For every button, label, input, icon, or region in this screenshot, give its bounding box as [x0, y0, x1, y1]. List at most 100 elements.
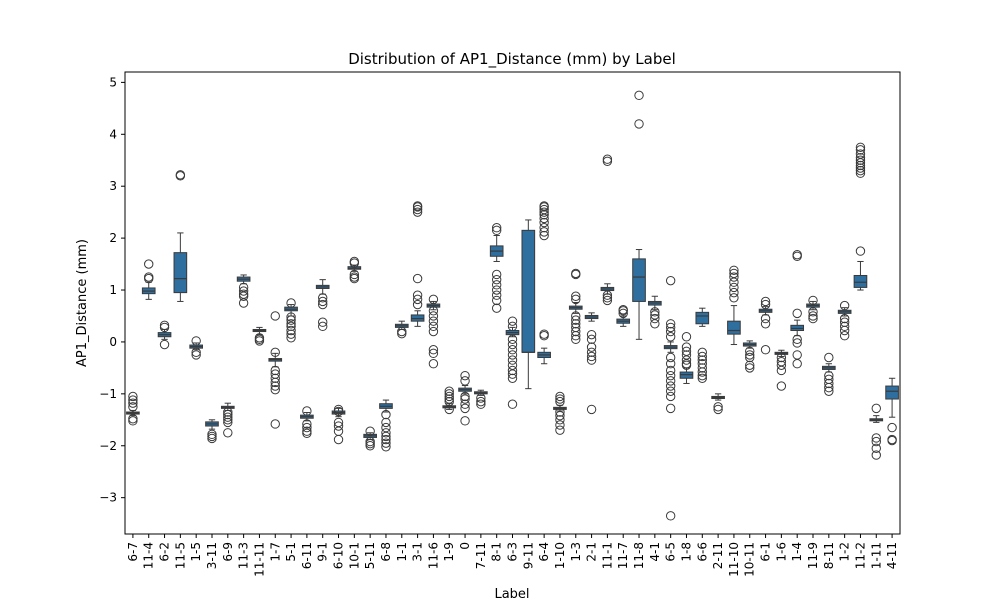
- outlier-point: [539, 201, 549, 211]
- box-9-1: [315, 279, 330, 332]
- box-4-11: [885, 377, 899, 446]
- outlier-point: [887, 422, 897, 433]
- outlier-point: [223, 412, 233, 422]
- outlier-point: [839, 325, 850, 336]
- x-tick-label: 1-7: [268, 542, 282, 562]
- outlier-point: [839, 321, 850, 332]
- outlier-point: [665, 376, 676, 386]
- x-tick-label: 11-1: [600, 542, 614, 569]
- x-tick-label: 4-11: [885, 542, 899, 569]
- outlier-point: [238, 286, 249, 296]
- outlier-point: [697, 367, 707, 377]
- outlier-point: [349, 256, 360, 267]
- outlier-point: [254, 336, 265, 346]
- outlier-point: [808, 295, 818, 306]
- outlier-point: [444, 391, 454, 402]
- outlier-point: [602, 290, 613, 300]
- outlier-point: [223, 417, 233, 428]
- outlier-point: [349, 269, 360, 280]
- outlier-point: [855, 246, 866, 256]
- x-tick-label: 6-8: [379, 542, 393, 562]
- y-tick-label: 1: [109, 283, 117, 297]
- outlier-point: [665, 365, 676, 376]
- x-tick-label: 5-1: [284, 542, 298, 562]
- x-tick-label: 1-2: [838, 542, 852, 562]
- outlier-point: [365, 426, 375, 436]
- outlier-point: [602, 154, 613, 164]
- outlier-point: [792, 250, 802, 260]
- outlier-point: [665, 381, 676, 391]
- outlier-point: [286, 315, 296, 325]
- y-tick-label: 0: [109, 335, 117, 349]
- outlier-point: [476, 399, 486, 409]
- outlier-point: [571, 331, 581, 341]
- y-tick-label: 5: [109, 75, 117, 89]
- x-tick-label: 11-10: [727, 542, 741, 577]
- box-6-8: [379, 399, 393, 452]
- x-tick-label: 2-11: [711, 542, 725, 569]
- outlier-point: [507, 321, 518, 332]
- outlier-point: [760, 296, 771, 307]
- outlier-point: [270, 347, 280, 358]
- x-tick-label: 1-8: [679, 542, 693, 562]
- x-tick-label: 0: [458, 542, 472, 550]
- outlier-point: [302, 428, 312, 438]
- outlier-point: [286, 329, 296, 339]
- outlier-point: [444, 389, 454, 399]
- outlier-point: [507, 316, 518, 326]
- outlier-point: [776, 352, 787, 363]
- outlier-point: [286, 298, 296, 308]
- outlier-point: [270, 419, 280, 429]
- outlier-point: [412, 299, 423, 310]
- outlier-point: [571, 294, 581, 305]
- outlier-point: [302, 406, 312, 416]
- outlier-point: [238, 291, 249, 301]
- outlier-point: [824, 352, 834, 363]
- outlier-point: [476, 393, 486, 403]
- x-tick-label: 3-11: [205, 542, 219, 569]
- box-10-1: [347, 256, 362, 284]
- x-tick-label: 1-11: [869, 542, 883, 569]
- box-1-3: [568, 268, 583, 345]
- outlier-point: [318, 293, 328, 303]
- outlier-point: [412, 273, 423, 284]
- box-8-11: [822, 352, 836, 396]
- outlier-point: [507, 369, 518, 379]
- box-6-3: [505, 316, 520, 409]
- x-tick-label: 11-9: [806, 542, 820, 569]
- box-6-4: [537, 201, 551, 365]
- outlier-point: [665, 403, 676, 414]
- outlier-point: [665, 275, 676, 286]
- box-8-1: [489, 223, 504, 313]
- outlier-point: [839, 300, 850, 311]
- iqr-box: [632, 258, 646, 302]
- outlier-point: [491, 269, 502, 280]
- outlier-point: [634, 119, 644, 129]
- outlier-point: [855, 149, 866, 159]
- box-1-9: [442, 386, 457, 415]
- outlier-point: [571, 319, 581, 329]
- outlier-point: [428, 311, 439, 321]
- outlier-point: [855, 152, 866, 163]
- box-11-4: [141, 259, 156, 300]
- outlier-point: [555, 391, 565, 402]
- x-axis: 6-7 11-4 6-2 11-5 1-5 3-11 6-9 11-3 11-11 1-7 5-1 6…: [126, 534, 899, 577]
- outlier-point: [428, 306, 439, 316]
- x-tick-label: 2-1: [585, 542, 599, 562]
- outlier-point: [586, 355, 597, 365]
- outlier-point: [824, 370, 834, 381]
- outlier-point: [539, 227, 549, 237]
- outlier-point: [286, 333, 296, 343]
- iqr-box: [521, 229, 536, 353]
- outlier-point: [207, 431, 217, 442]
- outlier-point: [681, 360, 692, 370]
- x-tick-label: 6-4: [537, 542, 551, 562]
- outlier-point: [270, 381, 280, 391]
- outlier-point: [555, 394, 565, 404]
- outlier-point: [491, 290, 502, 300]
- box-11-8: [632, 90, 646, 340]
- outlier-point: [602, 156, 613, 166]
- box-6-1: [758, 296, 773, 355]
- outlier-point: [444, 386, 454, 396]
- outlier-point: [128, 416, 138, 426]
